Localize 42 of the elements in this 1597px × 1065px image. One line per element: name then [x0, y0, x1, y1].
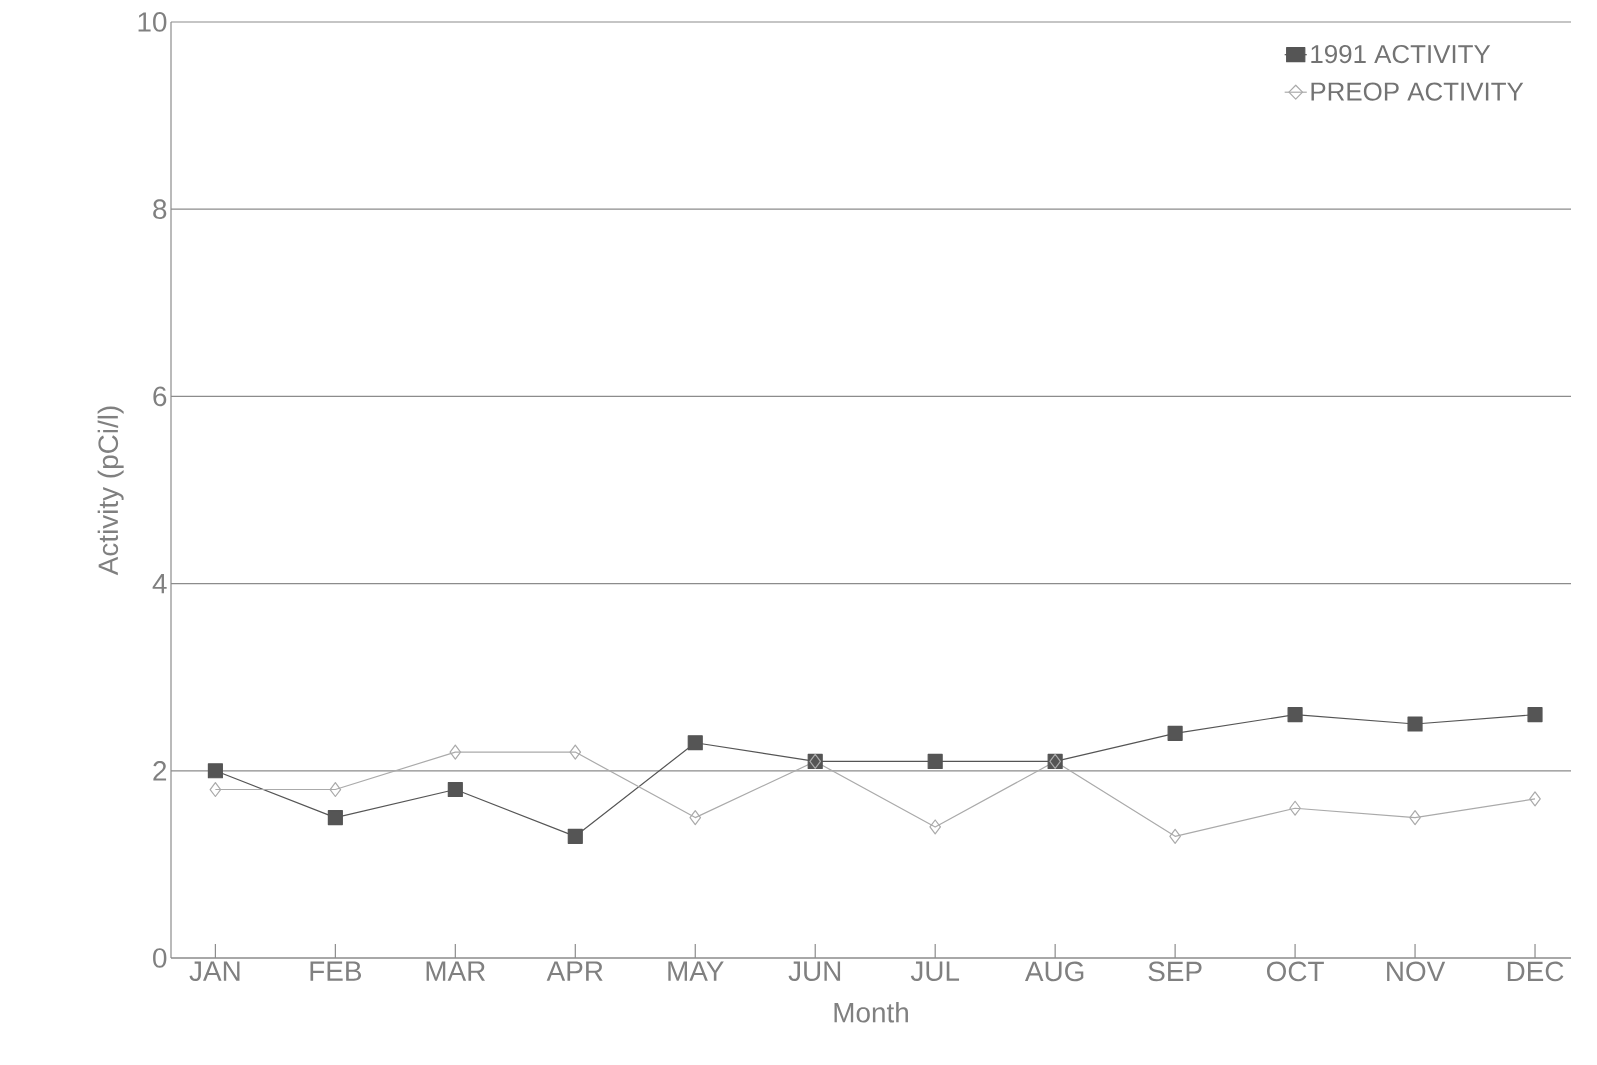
point [1527, 707, 1543, 723]
y-axis-title: Activity (pCi/l) [97, 406, 124, 576]
point [1289, 800, 1301, 816]
x-tick-label: FEB [310, 961, 361, 981]
point [1529, 791, 1541, 807]
point [327, 810, 343, 826]
point [209, 781, 222, 798]
point [567, 828, 583, 844]
point [449, 744, 462, 760]
point [207, 763, 223, 779]
y-tick-label: 2 [153, 761, 167, 781]
point [329, 781, 342, 798]
x-tick-label: JAN [189, 961, 240, 981]
point [687, 735, 703, 751]
y-tick-label: 10 [138, 12, 167, 32]
point [927, 753, 943, 770]
point [1407, 716, 1423, 732]
x-tick-label: AUG [1024, 961, 1084, 982]
point [1409, 810, 1421, 826]
x-tick-label: APR [546, 961, 603, 981]
legend-label: 1991 ACTIVITY [1311, 44, 1491, 64]
point [447, 781, 463, 798]
point [929, 819, 942, 835]
x-tick-label: OCT [1266, 961, 1324, 982]
point [1287, 707, 1303, 723]
x-tick-label: SEP [1148, 961, 1202, 982]
x-tick-label: MAR [426, 961, 486, 981]
legend-label: PREOP ACTIVITY [1311, 82, 1524, 101]
x-tick-label: JUN [788, 961, 841, 981]
x-tick-label: JUL [910, 961, 960, 981]
point [569, 744, 582, 760]
y-tick-label: 0 [153, 948, 167, 968]
y-tick-label: 4 [152, 574, 167, 594]
point [689, 810, 702, 826]
x-tick-label: MAY [668, 961, 724, 981]
x-axis-title: Month [834, 1002, 908, 1023]
point [1167, 725, 1183, 741]
y-tick-label: 8 [153, 199, 167, 220]
point [1169, 828, 1181, 844]
y-tick-label: 6 [153, 386, 167, 407]
x-tick-label: NOV [1387, 961, 1446, 982]
x-tick-label: DEC [1507, 961, 1564, 982]
